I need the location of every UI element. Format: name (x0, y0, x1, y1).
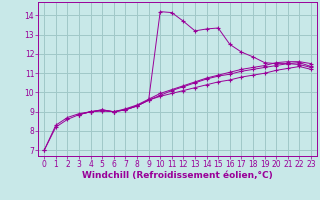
X-axis label: Windchill (Refroidissement éolien,°C): Windchill (Refroidissement éolien,°C) (82, 171, 273, 180)
